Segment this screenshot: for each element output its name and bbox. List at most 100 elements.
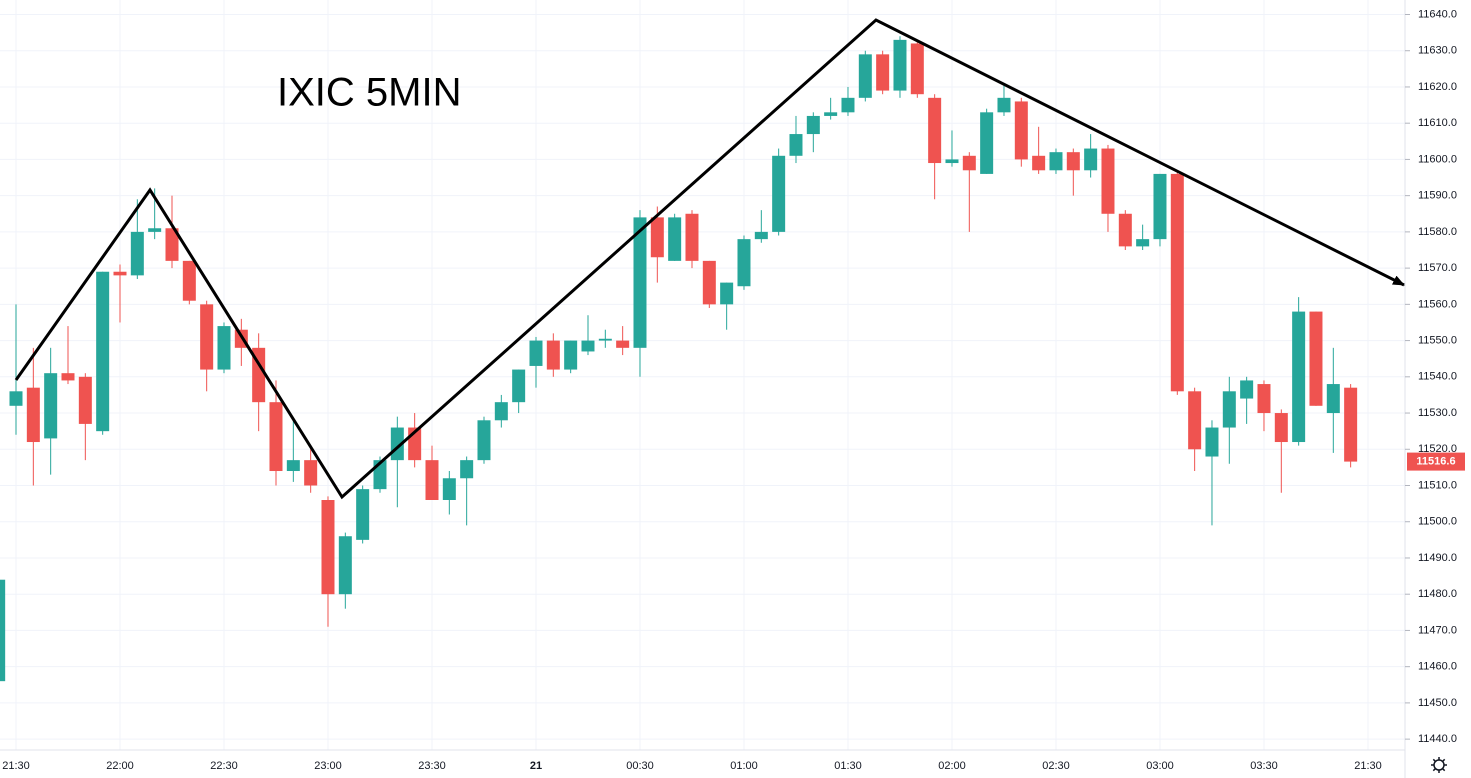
- x-tick-label: 02:00: [938, 760, 966, 772]
- candle-body: [841, 97, 855, 113]
- candle-body: [338, 536, 352, 595]
- y-tick-label: 11560.0: [1418, 298, 1457, 310]
- candle-body: [1274, 413, 1288, 443]
- trend-line: [14, 18, 1405, 500]
- last-price-label: 11516.6: [1416, 456, 1455, 468]
- candle-body: [182, 260, 196, 301]
- y-tick-label: 11440.0: [1418, 733, 1457, 745]
- settings-icon[interactable]: [1431, 757, 1447, 773]
- candle-body: [737, 239, 751, 287]
- x-tick-label: 22:30: [210, 760, 238, 772]
- candle-body: [1084, 148, 1098, 171]
- candle-body: [598, 338, 612, 341]
- candle-body: [564, 340, 578, 370]
- candle-body: [26, 387, 40, 443]
- candle-body: [1032, 155, 1046, 171]
- candle-body: [1170, 173, 1184, 392]
- candle-body: [1118, 213, 1132, 247]
- candle-body: [252, 347, 266, 403]
- candle-body: [130, 231, 144, 276]
- candle-body: [512, 369, 526, 403]
- candle-body: [44, 373, 58, 439]
- candle-body: [1309, 311, 1323, 406]
- candle-body: [1153, 173, 1167, 240]
- y-tick-label: 11520.0: [1418, 443, 1457, 455]
- candle-body: [633, 217, 647, 348]
- candle-body: [997, 97, 1011, 113]
- candle-body: [945, 159, 959, 164]
- candle-body: [962, 155, 976, 171]
- y-tick-label: 11540.0: [1418, 371, 1457, 383]
- candle-body: [1136, 239, 1150, 247]
- candle-body: [546, 340, 560, 370]
- candle-body: [217, 326, 231, 370]
- x-tick-label: 21:30: [1354, 760, 1382, 772]
- candle-body: [0, 579, 6, 682]
- candle-body: [980, 112, 994, 174]
- x-tick-label: 21:30: [2, 760, 30, 772]
- candle-body: [910, 43, 924, 95]
- y-tick-label: 11470.0: [1418, 624, 1457, 636]
- candle-body: [304, 460, 318, 486]
- y-tick-label: 11590.0: [1418, 190, 1457, 202]
- y-tick-label: 11450.0: [1418, 697, 1457, 709]
- x-tick-label: 23:30: [418, 760, 446, 772]
- y-tick-label: 11620.0: [1418, 81, 1457, 93]
- candle-body: [494, 402, 508, 421]
- candle-body: [148, 228, 162, 232]
- candle-body: [581, 340, 595, 352]
- candle-body: [685, 213, 699, 261]
- y-tick-label: 11640.0: [1418, 8, 1457, 20]
- candle-body: [165, 228, 179, 261]
- candle-body: [702, 260, 716, 305]
- candle-body: [754, 231, 768, 240]
- x-tick-label: 21: [530, 760, 542, 772]
- x-tick-label: 01:00: [730, 760, 758, 772]
- x-tick-label: 03:30: [1250, 760, 1278, 772]
- y-tick-label: 11510.0: [1418, 479, 1457, 491]
- candle-body: [1222, 391, 1236, 428]
- candle-body: [1344, 387, 1358, 462]
- candles: [0, 36, 1358, 682]
- candle-body: [1292, 311, 1306, 443]
- y-tick-label: 11500.0: [1418, 516, 1457, 528]
- candle-body: [1101, 148, 1115, 214]
- candle-body: [1240, 380, 1254, 399]
- y-tick-label: 11490.0: [1418, 552, 1457, 564]
- candle-body: [650, 217, 664, 258]
- candle-body: [477, 420, 491, 461]
- candle-body: [772, 155, 786, 232]
- candle-body: [858, 54, 872, 98]
- candle-body: [893, 39, 907, 91]
- x-tick-label: 01:30: [834, 760, 862, 772]
- candle-body: [529, 340, 543, 366]
- candle-body: [616, 340, 630, 348]
- chart-title: IXIC 5MIN: [277, 71, 461, 115]
- candle-body: [460, 460, 474, 479]
- y-tick-label: 11600.0: [1418, 153, 1457, 165]
- x-tick-label: 03:00: [1146, 760, 1174, 772]
- candle-body: [789, 134, 803, 156]
- y-tick-label: 11460.0: [1418, 661, 1457, 673]
- candle-body: [1205, 427, 1219, 457]
- x-tick-label: 23:00: [314, 760, 342, 772]
- axes: 11440.0 11450.0 11460.0 11470.0 11480.0 11490…: [2, 8, 1465, 772]
- candle-body: [1188, 391, 1202, 450]
- candle-body: [1066, 152, 1080, 171]
- candle-body: [720, 282, 734, 305]
- y-tick-label: 11480.0: [1418, 588, 1457, 600]
- y-tick-label: 11580.0: [1418, 226, 1457, 238]
- grid: [0, 0, 1405, 750]
- candle-body: [1257, 384, 1271, 414]
- candle-body: [806, 115, 820, 135]
- candle-body: [96, 271, 110, 432]
- y-tick-label: 11550.0: [1418, 334, 1457, 346]
- y-tick-label: 11610.0: [1418, 117, 1457, 129]
- candle-body: [425, 460, 439, 500]
- candle-body: [668, 217, 682, 261]
- candle-body: [286, 460, 300, 472]
- last-price-box: [1407, 452, 1465, 471]
- candle-body: [200, 304, 214, 370]
